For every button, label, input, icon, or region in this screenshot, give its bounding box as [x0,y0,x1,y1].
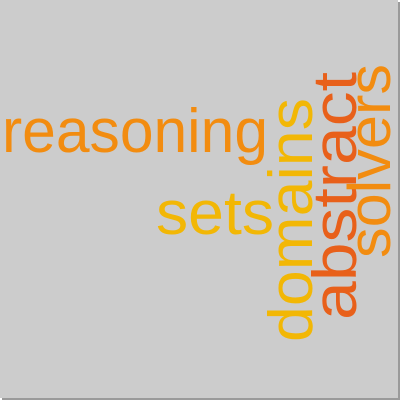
word-reasoning-text: reasoning [2,97,268,166]
frame-shadow-right [398,2,400,400]
word-abstract-text: abstract [301,72,370,320]
word-solvers-text: solvers [336,64,398,258]
frame-shadow-bottom [2,398,400,400]
word-domains-text: domains [257,98,326,342]
word-sets-text: sets [156,179,274,248]
